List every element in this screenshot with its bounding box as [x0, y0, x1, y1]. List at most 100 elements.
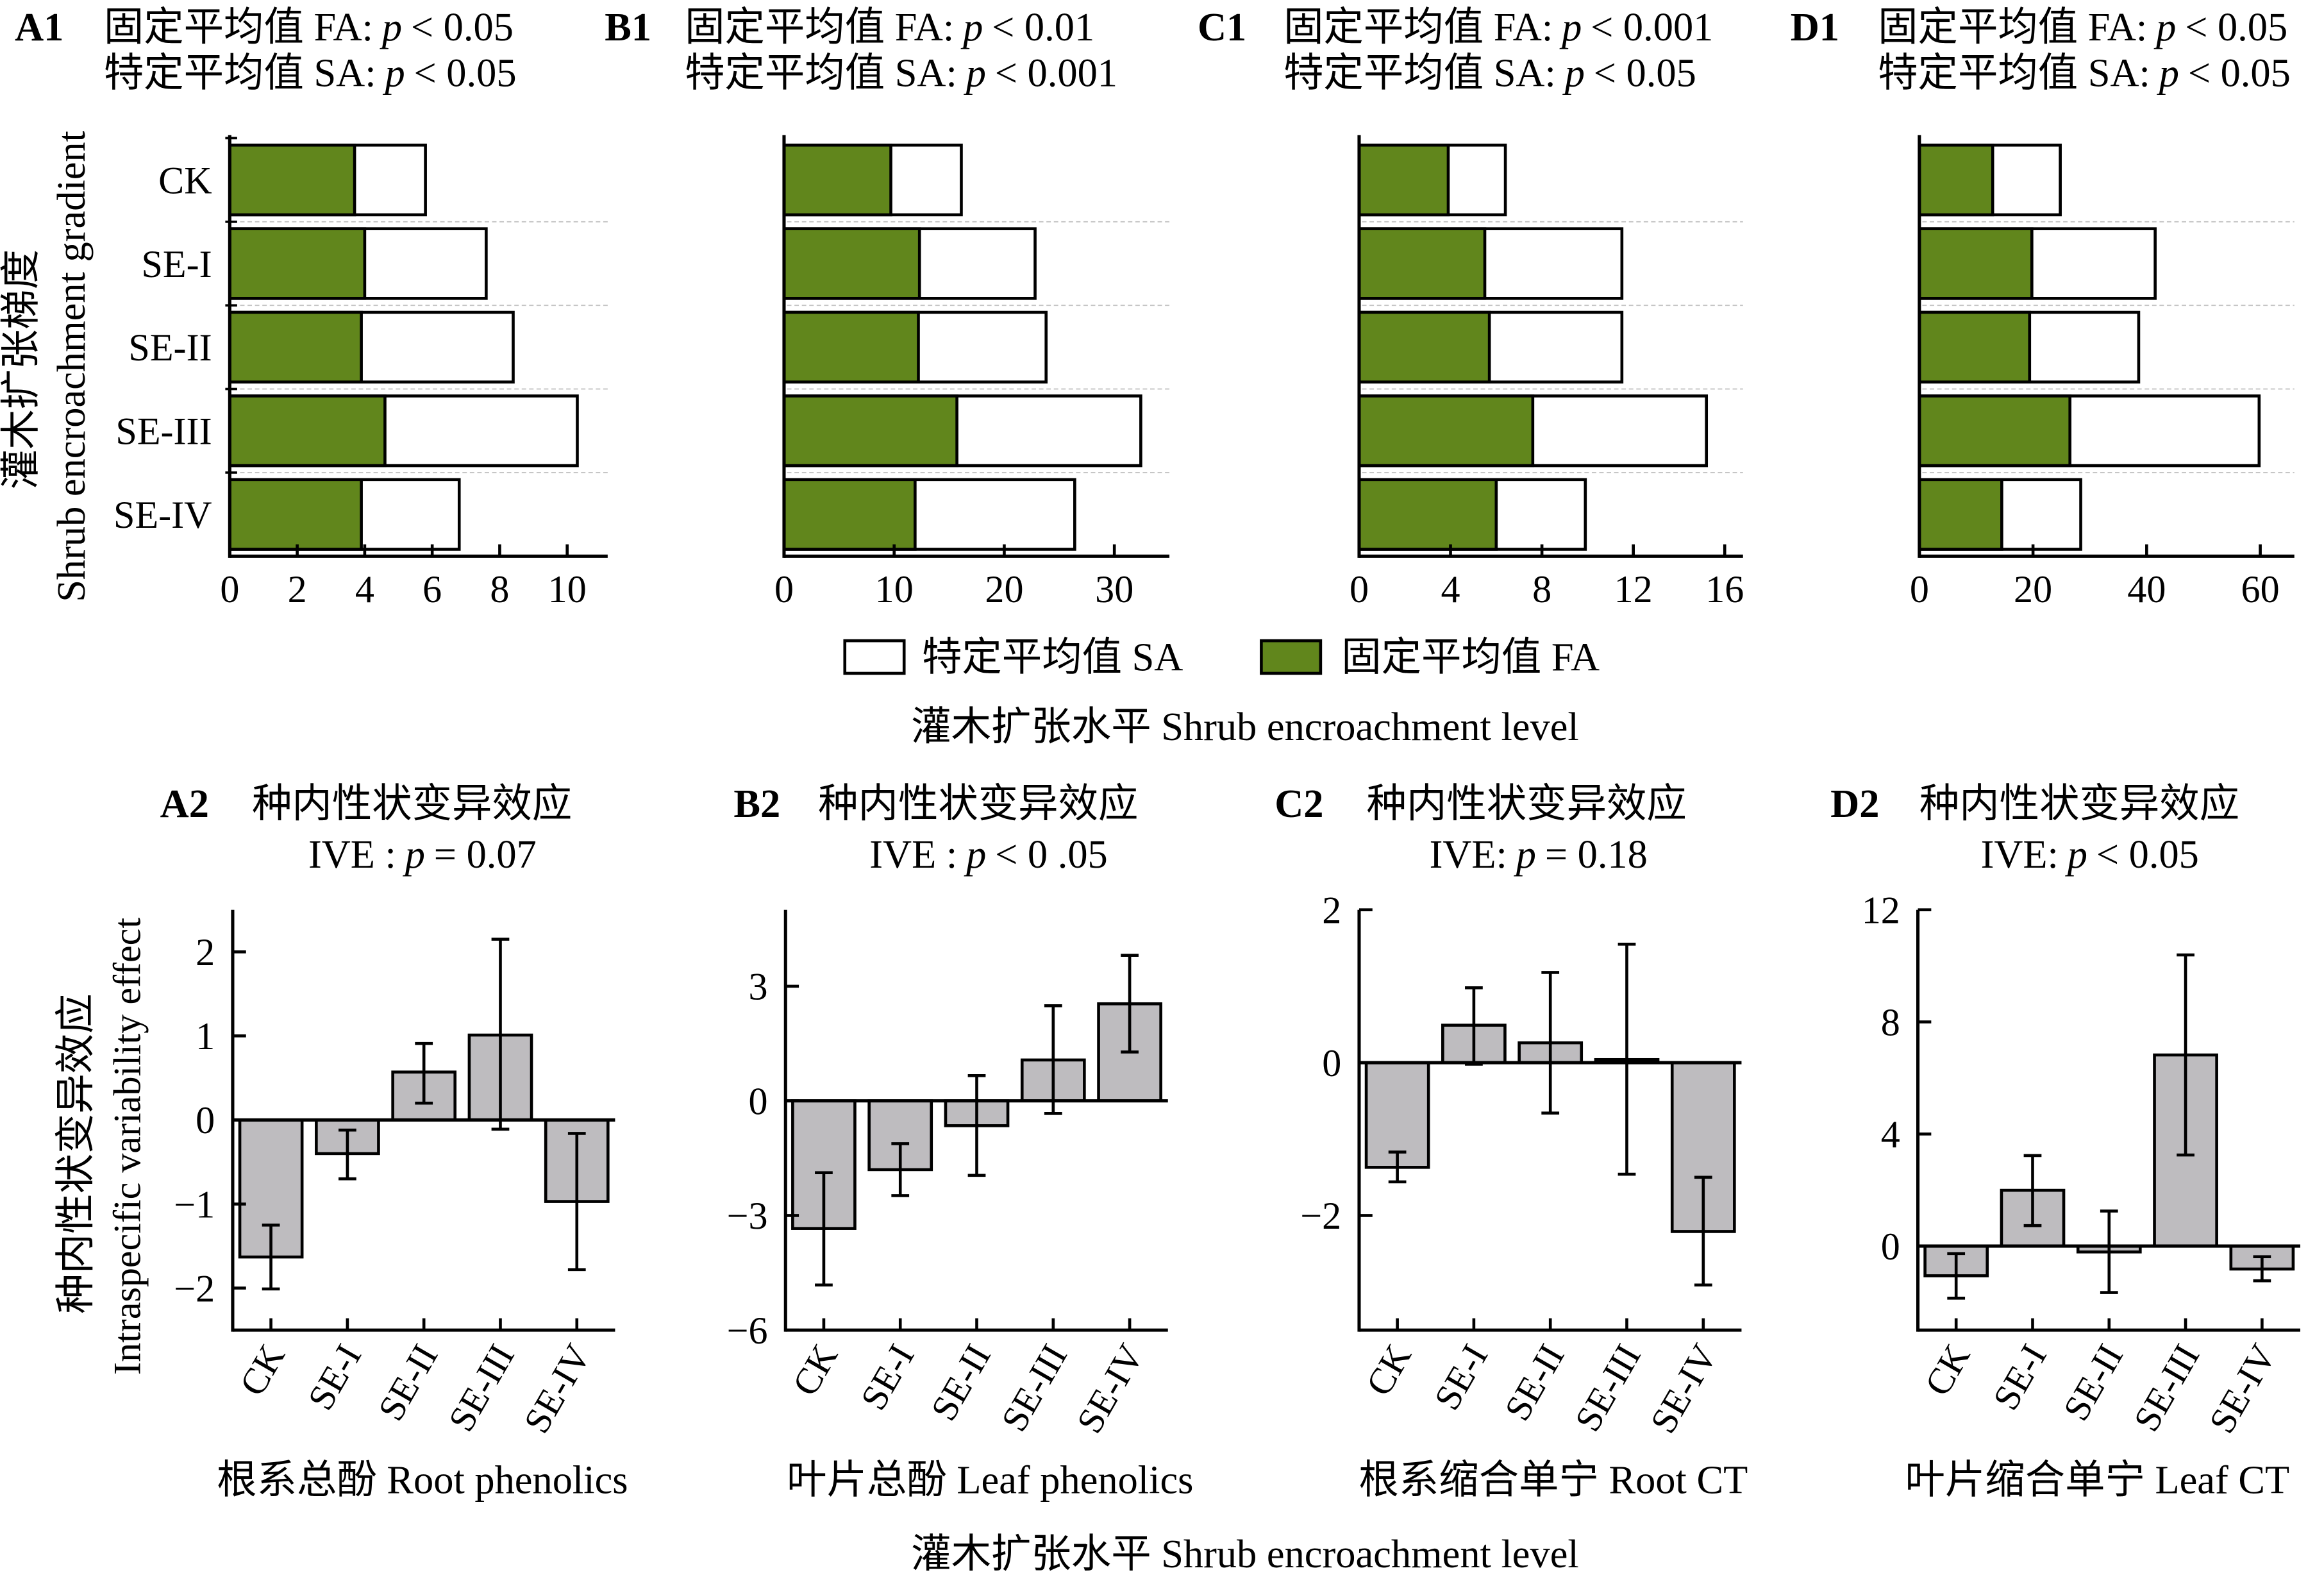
- p-symbol: p: [964, 50, 986, 95]
- bar-fa-se-iv: [228, 478, 363, 551]
- category-label: SE-I: [141, 243, 212, 286]
- bar-fa-se-ii: [228, 310, 363, 384]
- p-symbol: p: [380, 4, 402, 49]
- x-tick-label: CK: [1358, 1337, 1419, 1402]
- p-value: < 0.05: [2185, 4, 2287, 49]
- x-tick-label: SE-I: [1985, 1338, 2054, 1417]
- p-value: < 0 .05: [995, 832, 1108, 877]
- legend-label-sa: 特定平均值 SA: [922, 634, 1183, 679]
- sa-test-result: 特定平均值 SA: p < 0.001: [685, 50, 1117, 95]
- p-symbol: p: [403, 832, 425, 877]
- test-label: 固定平均值 FA:: [1283, 4, 1553, 49]
- category-label: SE-III: [115, 410, 212, 453]
- top-row-x-axis-label: 灌木扩张水平 Shrub encroachment level: [911, 704, 1579, 749]
- p-symbol: p: [1559, 4, 1582, 49]
- fa-test-result: 固定平均值 FA: p < 0.01: [685, 4, 1094, 49]
- panel-label: D2: [1830, 781, 1879, 826]
- x-tick-label: 16: [1705, 568, 1744, 611]
- bar-fa-se-i: [1918, 227, 2034, 300]
- x-tick-label: SE-II: [923, 1338, 999, 1428]
- error-bar-ck: [1947, 1252, 1966, 1300]
- x-tick-label: SE-IV: [516, 1337, 599, 1440]
- x-tick-label: 20: [985, 568, 1023, 611]
- ive-test-result: IVE: p = 0.18: [1430, 832, 1648, 877]
- x-tick-label: CK: [785, 1337, 846, 1402]
- error-bar-se-iii: [1618, 943, 1636, 1176]
- legend: 特定平均值 SA 固定平均值 FA: [843, 634, 1600, 679]
- bar-fa-se-iii: [228, 394, 387, 467]
- legend-swatch-fa: [1260, 639, 1323, 675]
- y-tick-label: −2: [174, 1267, 215, 1310]
- error-bar-se-ii: [2100, 1209, 2118, 1294]
- panel-title: 种内性状变异效应: [252, 781, 572, 826]
- p-value: < 0.001: [1591, 4, 1713, 49]
- sa-test-result: 特定平均值 SA: p < 0.05: [1878, 50, 2291, 95]
- bottom-ylabel-en: Intraspecific variability effect: [106, 918, 149, 1375]
- x-tick-label: SE-III: [994, 1338, 1076, 1438]
- y-tick-label: −3: [727, 1195, 768, 1238]
- x-tick-label: SE-IV: [2201, 1337, 2284, 1440]
- fa-test-result: 固定平均值 FA: p < 0.05: [104, 4, 514, 49]
- bar-fa-se-iv: [782, 478, 917, 551]
- bottom-row-y-axis-label: 种内性状变异效应 Intraspecific variability effec…: [53, 918, 149, 1375]
- error-bar-se-iv: [567, 1132, 586, 1272]
- y-tick-label: 2: [1322, 889, 1341, 932]
- p-symbol: p: [2157, 50, 2179, 95]
- panel-title: 种内性状变异效应: [1919, 781, 2239, 826]
- y-tick-label: 1: [196, 1015, 215, 1058]
- p-value: = 0.18: [1545, 832, 1648, 877]
- test-label: 特定平均值 SA:: [685, 50, 957, 95]
- error-bar-se-i: [1465, 986, 1483, 1066]
- test-label: 固定平均值 FA:: [1878, 4, 2147, 49]
- y-tick-label: 0: [1881, 1225, 1900, 1268]
- x-tick-label: SE-II: [371, 1338, 446, 1428]
- test-label: IVE :: [308, 832, 396, 877]
- x-tick-label: SE-III: [1567, 1338, 1649, 1438]
- test-label: 特定平均值 SA:: [1283, 50, 1556, 95]
- p-value: < 0.001: [995, 50, 1117, 95]
- p-value: < 0.05: [2096, 832, 2199, 877]
- bottom-row-x-axis-label: 灌木扩张水平 Shrub encroachment level: [911, 1531, 1579, 1575]
- error-bar-ck: [815, 1171, 833, 1287]
- bar-ck: [1364, 1061, 1430, 1169]
- bar-fa-se-i: [228, 227, 367, 300]
- test-label: 固定平均值 FA:: [104, 4, 373, 49]
- category-label: CK: [158, 159, 212, 202]
- x-tick-label: SE-III: [2126, 1338, 2208, 1438]
- error-bar-se-iv: [1694, 1175, 1712, 1287]
- y-tick-label: 3: [748, 966, 767, 1009]
- p-value: < 0.01: [992, 4, 1094, 49]
- y-tick-label: 0: [748, 1080, 767, 1123]
- x-tick-label: 30: [1095, 568, 1133, 611]
- y-tick-label: −2: [1300, 1195, 1341, 1238]
- panel-label: C1: [1198, 4, 1246, 49]
- trait-label: 叶片缩合单宁 Leaf CT: [1905, 1457, 2289, 1502]
- error-bar-se-ii: [415, 1041, 433, 1105]
- x-tick-label: 20: [2014, 568, 2052, 611]
- bar-fa-ck: [782, 143, 892, 217]
- sa-test-result: 特定平均值 SA: p < 0.05: [1283, 50, 1696, 95]
- error-bar-se-i: [891, 1142, 910, 1197]
- x-tick-label: 0: [1350, 568, 1369, 611]
- test-label: 特定平均值 SA:: [1878, 50, 2150, 95]
- test-label: IVE:: [1430, 832, 1507, 877]
- p-value: < 0.05: [1594, 50, 1696, 95]
- top-ylabel-cn: 灌木扩张梯度: [0, 249, 43, 489]
- bar-fa-se-ii: [1918, 310, 2032, 384]
- x-tick-label: 8: [490, 568, 509, 611]
- x-tick-label: CK: [231, 1337, 293, 1402]
- p-symbol: p: [2065, 832, 2087, 877]
- panel-label: B2: [733, 781, 780, 826]
- x-tick-label: SE-I: [1426, 1338, 1496, 1417]
- error-bar-se-iii: [1044, 1004, 1062, 1115]
- y-tick-label: −1: [174, 1183, 215, 1226]
- bar-fa-se-i: [1357, 227, 1487, 300]
- trait-label: 根系缩合单宁 Root CT: [1358, 1457, 1748, 1502]
- bar-ck: [238, 1118, 304, 1259]
